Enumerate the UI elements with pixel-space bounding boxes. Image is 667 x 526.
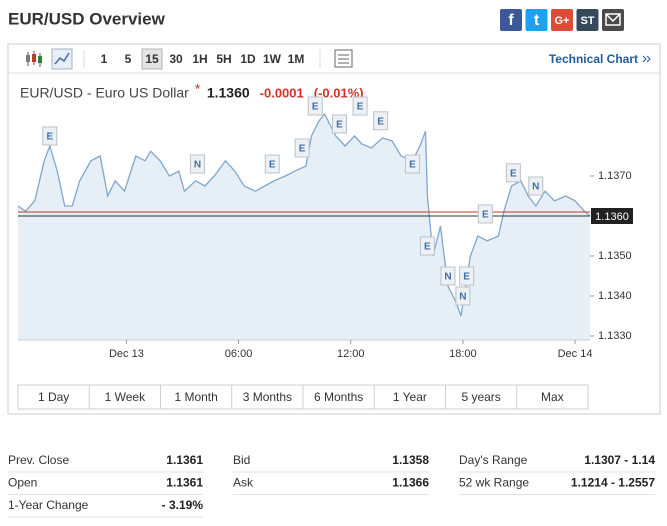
last-price: 1.1360 [207, 85, 250, 101]
share-button[interactable] [551, 9, 573, 31]
y-tick-label: 1.1350 [598, 250, 632, 262]
event-label: E [463, 272, 470, 283]
event-marker[interactable] [352, 96, 368, 116]
event-marker[interactable] [455, 286, 471, 306]
interval-button[interactable]: 5H [216, 52, 231, 66]
range-button[interactable]: 3 Months [243, 390, 292, 404]
event-marker[interactable] [373, 111, 389, 131]
share-button[interactable] [525, 9, 548, 31]
asterisk: * [195, 81, 201, 97]
event-label: E [299, 144, 306, 155]
event-label: E [482, 210, 489, 221]
share-label: t [534, 12, 540, 29]
share-label: G+ [555, 15, 570, 27]
event-label: E [336, 120, 343, 131]
interval-selected[interactable] [141, 48, 163, 70]
interval-button[interactable]: 15 [145, 52, 159, 66]
event-marker[interactable] [440, 266, 456, 286]
event-label: E [46, 132, 53, 143]
event-marker[interactable] [332, 114, 348, 134]
event-label: E [357, 102, 364, 113]
interval-button[interactable]: 1W [263, 52, 282, 66]
x-tick-label: Dec 13 [109, 348, 144, 360]
interval-button[interactable]: 1 [101, 52, 108, 66]
page-title: EUR/USD Overview [8, 9, 166, 28]
link-arrow [642, 55, 647, 63]
interval-button[interactable]: 30 [169, 52, 183, 66]
range-button[interactable]: Max [541, 390, 564, 404]
range-button[interactable]: 1 Week [105, 390, 146, 404]
event-marker[interactable] [477, 204, 493, 224]
event-marker[interactable] [42, 126, 58, 146]
interval-button[interactable]: 1H [192, 52, 207, 66]
price-tag [591, 208, 633, 224]
settings-icon[interactable] [334, 49, 353, 68]
event-label: N [444, 272, 451, 283]
share-label: ST [580, 15, 594, 27]
link-arrow [646, 55, 651, 63]
range-button[interactable]: 1 Month [174, 390, 217, 404]
event-marker[interactable] [528, 176, 544, 196]
event-marker[interactable] [294, 138, 310, 158]
price-tag-label: 1.1360 [595, 211, 629, 223]
technical-chart-link[interactable]: Technical Chart [549, 52, 638, 66]
price-change: -0.0001 [260, 85, 304, 100]
y-tick-label: 1.1370 [598, 170, 632, 182]
stat-value: 1.1366 [392, 476, 429, 490]
x-tick-label: 06:00 [225, 348, 253, 360]
stat-label: Ask [233, 476, 254, 490]
line-icon[interactable] [51, 48, 73, 70]
event-label: N [459, 292, 466, 303]
interval-button[interactable]: 1D [240, 52, 256, 66]
x-tick-label: 18:00 [449, 348, 477, 360]
stat-label: Prev. Close [8, 453, 69, 467]
event-label: E [510, 168, 517, 179]
x-tick-label: 12:00 [337, 348, 365, 360]
range-button[interactable]: 1 Year [393, 390, 427, 404]
stat-label: 52 wk Range [459, 476, 529, 490]
stat-label: Day's Range [459, 453, 528, 467]
share-label: f [508, 12, 514, 29]
event-marker[interactable] [264, 154, 280, 174]
stat-value: 1.1358 [392, 453, 429, 467]
mail-icon[interactable] [602, 9, 624, 31]
event-marker[interactable] [419, 236, 435, 256]
stat-label: Open [8, 476, 37, 490]
event-marker[interactable] [189, 154, 205, 174]
y-tick-label: 1.1340 [598, 290, 632, 302]
x-tick-label: Dec 14 [558, 348, 593, 360]
candle-icon[interactable] [26, 51, 42, 67]
event-label: E [312, 102, 319, 113]
stat-label: 1-Year Change [8, 498, 89, 512]
chart-frame [7, 43, 661, 415]
event-label: N [194, 160, 201, 171]
instrument-name: EUR/USD - Euro US Dollar [20, 85, 189, 101]
share-button[interactable] [576, 9, 599, 31]
stat-value: 1.1307 - 1.14 [584, 453, 655, 467]
event-label: N [532, 182, 539, 193]
price-line [17, 112, 591, 317]
range-button[interactable]: 6 Months [314, 390, 363, 404]
price-change-pct: (-0.01%) [314, 85, 364, 100]
stat-label: Bid [233, 453, 250, 467]
stat-value: 1.1214 - 1.2557 [571, 476, 655, 490]
event-marker[interactable] [505, 163, 521, 183]
range-button[interactable]: 5 years [461, 390, 500, 404]
event-marker[interactable] [307, 96, 323, 116]
event-label: E [409, 160, 416, 171]
event-marker[interactable] [459, 266, 475, 286]
range-button[interactable]: 1 Day [38, 390, 69, 404]
y-tick-label: 1.1330 [598, 330, 632, 342]
stat-value: 1.1361 [166, 476, 203, 490]
event-label: E [377, 116, 384, 127]
event-label: E [269, 160, 276, 171]
interval-button[interactable]: 5 [125, 52, 132, 66]
stat-value: - 3.19% [162, 498, 204, 512]
share-button[interactable] [500, 9, 522, 31]
event-label: E [424, 242, 431, 253]
interval-button[interactable]: 1M [288, 52, 305, 66]
stat-value: 1.1361 [166, 453, 203, 467]
event-marker[interactable] [404, 154, 420, 174]
